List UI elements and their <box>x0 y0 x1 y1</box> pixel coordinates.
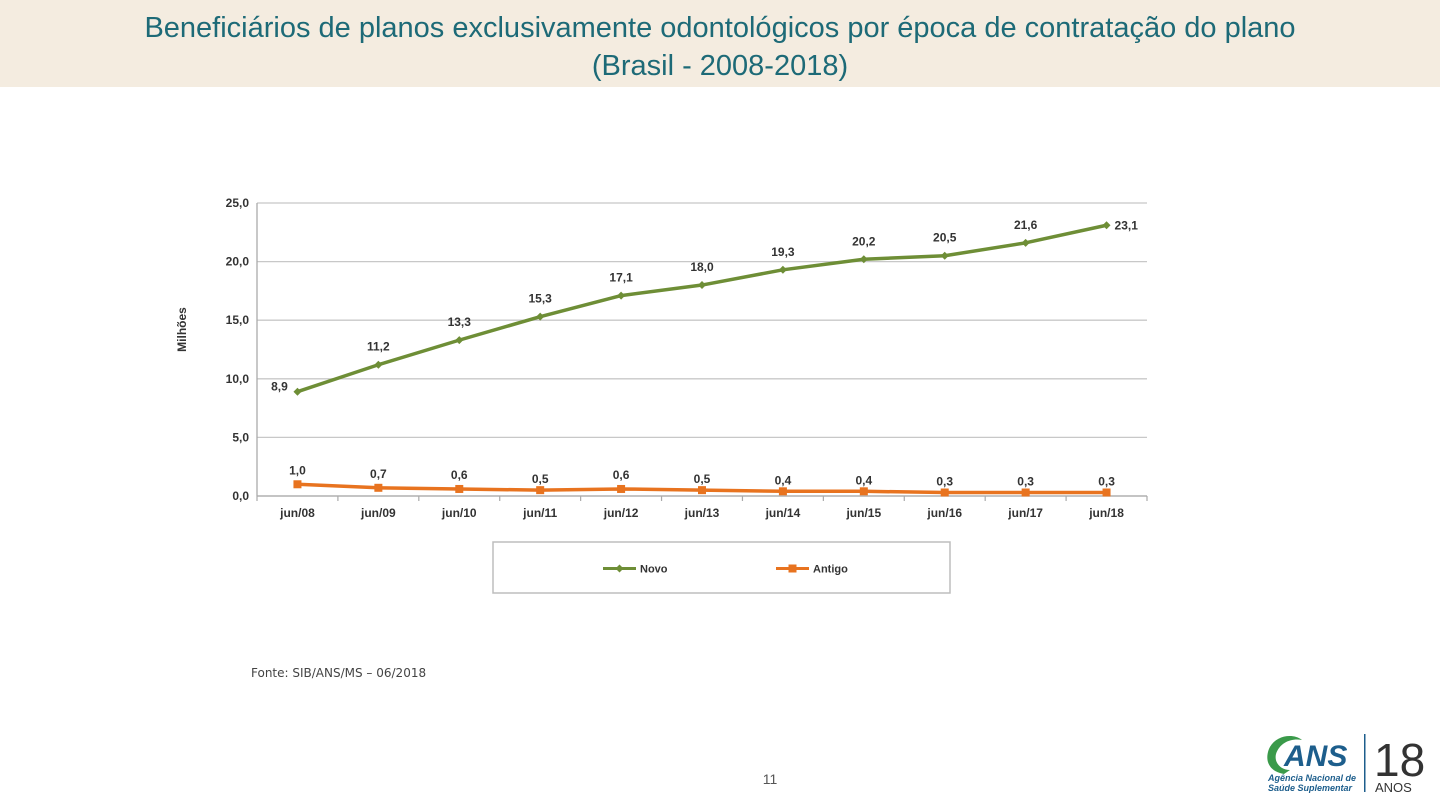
data-label-antigo: 0,3 <box>1017 474 1034 488</box>
logo-divider <box>1364 734 1366 792</box>
data-point-antigo <box>940 488 949 497</box>
ans-logo: ANS Agência Nacional de Saúde Suplementa… <box>1267 734 1425 795</box>
y-tick-label: 5,0 <box>232 430 249 444</box>
legend-marker-novo <box>615 564 624 573</box>
data-point-novo <box>859 255 868 264</box>
data-point-antigo <box>536 486 545 495</box>
data-label-antigo: 0,7 <box>370 467 387 481</box>
x-tick-label: jun/17 <box>1007 506 1043 520</box>
data-label-novo: 19,3 <box>771 245 795 259</box>
page-title-line-1: Beneficiários de planos exclusivamente o… <box>144 12 1296 44</box>
data-label-antigo: 0,6 <box>613 468 630 482</box>
ans-name-line-2: Saúde Suplementar <box>1268 783 1353 793</box>
chart-axes: 0,0 5,0 10,0 15,0 20,0 25,0 jun/08 jun/09 jun/10… <box>175 196 1148 520</box>
x-tick-label: jun/13 <box>684 506 720 520</box>
data-point-antigo <box>1021 488 1030 497</box>
x-tick-label: jun/10 <box>441 506 477 520</box>
x-tick-label: jun/15 <box>845 506 881 520</box>
x-tick-label: jun/16 <box>926 506 962 520</box>
data-point-antigo <box>778 487 787 496</box>
page-title: Beneficiários de planos exclusivamente o… <box>0 9 1440 85</box>
data-point-novo <box>455 336 464 345</box>
data-point-novo <box>698 281 706 290</box>
y-tick-label: 0,0 <box>232 489 249 503</box>
chart-grid <box>257 202 1147 497</box>
y-tick-label: 25,0 <box>226 196 250 210</box>
data-label-antigo: 0,3 <box>1098 474 1115 488</box>
ans-swoosh-icon <box>1267 736 1302 774</box>
legend-box <box>492 541 951 594</box>
data-point-novo <box>293 387 302 396</box>
source-note: Fonte: SIB/ANS/MS – 06/2018 <box>251 666 427 680</box>
page-number: 11 <box>762 771 778 787</box>
x-tick-label: jun/11 <box>522 506 557 520</box>
data-point-novo <box>536 312 545 321</box>
data-point-antigo <box>859 487 868 496</box>
data-point-antigo <box>374 483 383 492</box>
data-label-antigo: 0,6 <box>451 468 468 482</box>
ans-brand: ANS <box>1283 740 1347 773</box>
x-tick-label: jun/18 <box>1088 506 1124 520</box>
data-label-novo: 17,1 <box>609 271 633 285</box>
data-point-novo <box>778 265 787 274</box>
x-tick-label: jun/12 <box>603 506 639 520</box>
chart-series <box>293 221 1111 497</box>
data-point-antigo <box>1102 488 1111 497</box>
data-point-antigo <box>455 484 464 493</box>
data-point-novo <box>1021 238 1030 247</box>
data-label-novo: 21,6 <box>1014 218 1038 232</box>
data-point-antigo <box>698 486 706 495</box>
data-point-novo <box>374 360 383 369</box>
data-label-novo: 18,0 <box>690 260 714 274</box>
data-label-novo: 20,2 <box>852 234 876 248</box>
series-line-novo <box>296 223 1107 394</box>
data-label-antigo: 0,5 <box>532 472 549 486</box>
y-tick-label: 15,0 <box>226 313 250 327</box>
data-label-novo: 20,5 <box>933 231 957 245</box>
data-label-antigo: 0,4 <box>775 473 792 487</box>
ans-name-line-1: Agência Nacional de <box>1267 773 1356 783</box>
y-tick-label: 10,0 <box>226 372 250 386</box>
data-label-novo: 13,3 <box>448 315 472 329</box>
data-label-antigo: 0,3 <box>936 474 953 488</box>
data-point-novo <box>1102 221 1111 230</box>
data-point-novo <box>940 251 949 260</box>
years-number: 18 <box>1374 734 1425 786</box>
data-point-novo <box>617 291 626 300</box>
data-label-novo: 11,2 <box>367 340 390 354</box>
data-label-antigo: 1,0 <box>289 463 306 477</box>
data-point-antigo <box>617 484 626 493</box>
title-banner: Beneficiários de planos exclusivamente o… <box>0 0 1440 87</box>
y-tick-label: 20,0 <box>226 255 250 269</box>
chart-data-labels: 8,9 11,2 13,3 15,3 17,1 18,0 19,3 20,2 20,5 21,6 2… <box>271 218 1138 489</box>
x-tick-label: jun/09 <box>360 506 396 520</box>
data-label-antigo: 0,5 <box>694 472 711 486</box>
data-label-novo: 23,1 <box>1115 218 1139 232</box>
data-label-antigo: 0,4 <box>855 473 872 487</box>
data-label-novo: 8,9 <box>271 380 288 394</box>
y-axis-title: Milhões <box>175 307 189 352</box>
x-tick-label: jun/14 <box>765 506 801 520</box>
page-title-line-2: (Brasil - 2008-2018) <box>591 50 849 82</box>
legend-label-antigo: Antigo <box>813 564 848 576</box>
chart-legend: Novo Antigo <box>492 541 951 594</box>
data-label-novo: 15,3 <box>529 292 553 306</box>
data-point-antigo <box>293 480 302 489</box>
years-label: ANOS <box>1375 780 1412 795</box>
legend-label-novo: Novo <box>640 564 668 576</box>
legend-marker-antigo <box>788 564 797 573</box>
x-tick-label: jun/08 <box>279 506 315 520</box>
